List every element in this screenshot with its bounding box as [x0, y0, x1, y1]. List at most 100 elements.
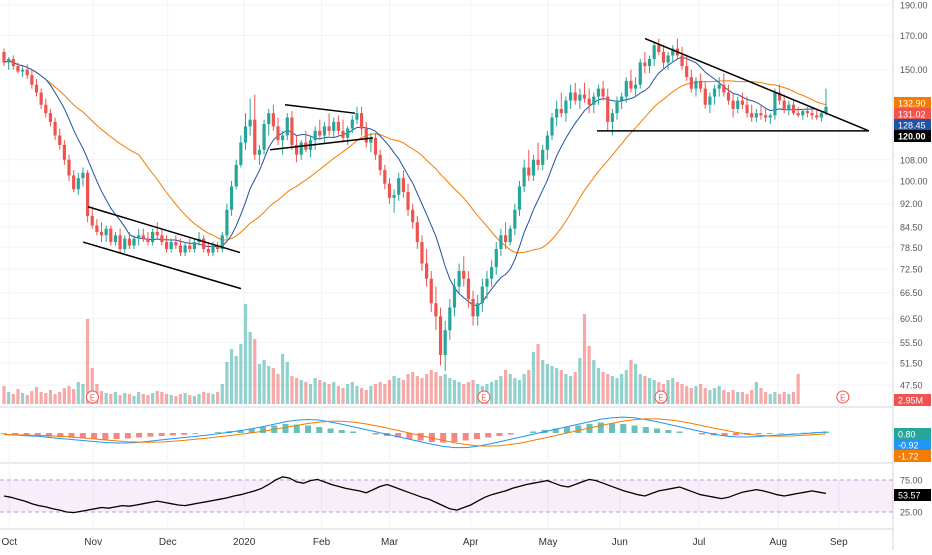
volume-bar — [704, 388, 707, 404]
volume-bar — [30, 391, 33, 404]
volume-bar — [490, 382, 493, 404]
volume-bar — [574, 372, 577, 404]
volume-bar — [750, 390, 753, 404]
macd-histogram-bar — [755, 433, 761, 434]
candle-body — [439, 316, 442, 355]
price-tick-label: 100.00 — [900, 176, 928, 186]
candle-body — [35, 85, 38, 93]
candle-body — [481, 287, 484, 304]
time-tick-label: Mar — [381, 537, 399, 548]
macd-axis-badge-text: -0.92 — [898, 441, 919, 451]
volume-bar — [564, 374, 567, 404]
volume-bar — [769, 394, 772, 404]
volume-bar — [555, 368, 558, 404]
volume-bar — [323, 382, 326, 404]
price-axis-badge-text: 120.00 — [898, 132, 926, 142]
rsi-tick-label: 25.00 — [900, 508, 923, 518]
price-tick-label: 78.50 — [900, 243, 923, 253]
volume-bar — [197, 394, 200, 404]
candle-body — [797, 113, 800, 115]
volume-bar — [114, 392, 117, 404]
volume-bar — [304, 382, 307, 404]
macd-histogram-bar — [102, 433, 108, 440]
candle-body — [230, 186, 233, 209]
macd-histogram-bar — [463, 433, 469, 441]
volume-bar — [467, 382, 470, 404]
volume-bar — [699, 384, 702, 404]
volume-bar — [156, 391, 159, 404]
macd-histogram-bar — [305, 426, 311, 434]
volume-bar — [495, 380, 498, 404]
volume-bar — [708, 390, 711, 404]
candle-body — [541, 150, 544, 165]
price-tick-label: 51.50 — [900, 358, 923, 368]
volume-bar — [546, 364, 549, 404]
volume-bar — [741, 392, 744, 404]
candle-body — [750, 113, 753, 117]
candle-body — [170, 242, 173, 249]
volume-bar — [216, 392, 219, 404]
time-tick-label: Dec — [159, 537, 177, 548]
candle-body — [806, 111, 809, 113]
volume-bar — [773, 392, 776, 404]
candle-body — [476, 303, 479, 316]
macd-histogram-bar — [451, 433, 457, 442]
candle-body — [490, 267, 493, 279]
volume-bar — [615, 378, 618, 404]
candle-body — [225, 210, 228, 236]
volume-bar — [346, 384, 349, 404]
candle-body — [91, 216, 94, 226]
candle-body — [290, 118, 293, 145]
price-tick-label: 84.50 — [900, 223, 923, 233]
candle-body — [137, 235, 140, 238]
candle-body — [713, 89, 716, 97]
macd-histogram-bar — [643, 427, 649, 433]
candle-body — [764, 115, 767, 117]
candle-body — [801, 111, 804, 115]
candle-body — [601, 89, 604, 97]
macd-histogram-bar — [316, 427, 322, 433]
volume-bar — [142, 394, 145, 404]
volume-bar — [281, 354, 284, 404]
candle-body — [648, 59, 651, 66]
volume-bar — [109, 394, 112, 404]
volume-bar — [597, 368, 600, 404]
candle-body — [323, 126, 326, 135]
volume-bar — [509, 374, 512, 404]
volume-bar — [81, 384, 84, 404]
candle-body — [509, 229, 512, 242]
volume-bar — [430, 370, 433, 404]
candle-body — [12, 59, 15, 66]
macd-histogram-bar — [350, 432, 356, 434]
volume-bar — [63, 388, 66, 404]
volume-bar — [26, 395, 29, 404]
candle-body — [759, 113, 762, 115]
candle-body — [346, 129, 349, 138]
price-tick-label: 66.50 — [900, 288, 923, 298]
volume-bar — [16, 389, 19, 404]
candle-body — [374, 138, 377, 155]
volume-bar — [2, 386, 5, 404]
macd-histogram-bar — [474, 433, 480, 439]
time-tick-label: Jun — [612, 537, 628, 548]
candle-body — [81, 173, 84, 178]
volume-bar — [420, 378, 423, 404]
macd-histogram-bar — [767, 433, 773, 434]
candle-body — [499, 235, 502, 249]
candle-body — [165, 242, 168, 249]
candle-body — [574, 93, 577, 101]
candle-body — [773, 93, 776, 116]
rsi-tick-label: 75.00 — [900, 476, 923, 486]
volume-bar — [253, 339, 256, 404]
volume-bar — [123, 393, 126, 404]
volume-bar — [527, 370, 530, 404]
candle-body — [318, 131, 321, 136]
volume-bar — [397, 378, 400, 404]
volume-bar — [290, 376, 293, 404]
volume-bar — [648, 378, 651, 404]
candle-body — [128, 239, 131, 246]
volume-bar — [629, 360, 632, 404]
volume-bar — [578, 358, 581, 404]
candle-body — [560, 109, 563, 113]
macd-histogram-bar — [1, 433, 7, 434]
